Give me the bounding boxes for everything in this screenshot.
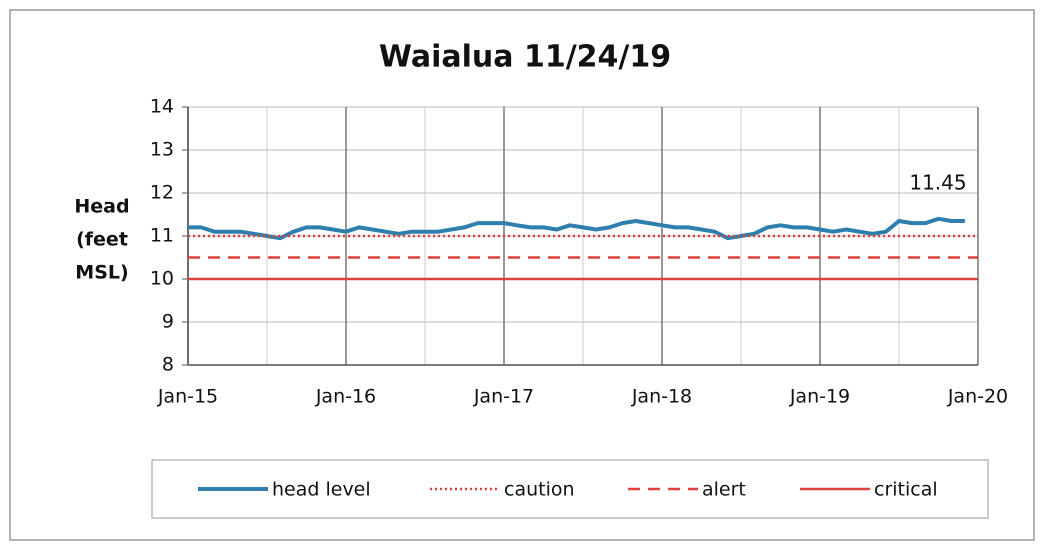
y-tick-label: 12 [150,182,174,204]
y-tick-label: 11 [150,225,174,247]
x-tick-label: Jan-15 [157,386,218,408]
x-tick-label: Jan-20 [947,386,1008,408]
y-tick-label: 9 [162,311,174,333]
y-tick-label: 14 [150,96,174,118]
y-tick-label: 8 [162,354,174,376]
series-line [188,216,965,241]
y-axis-label: MSL) [75,262,128,284]
annotation: 11.45 [909,171,966,195]
legend-label: head level [272,479,371,501]
x-tick-label: Jan-19 [789,386,850,408]
chart-frame [9,9,1035,541]
chart-title: Waialua 11/24/19 [379,40,671,75]
x-tick-label: Jan-18 [631,386,692,408]
y-tick-label: 10 [150,268,174,290]
y-axis-label: Head [74,196,129,218]
legend-label: caution [504,479,575,501]
legend-label: alert [702,479,746,501]
y-axis-label: (feet [76,229,128,251]
x-tick-label: Jan-17 [473,386,534,408]
legend-box [151,459,989,519]
legend-label: critical [874,479,938,501]
y-tick-label: 13 [150,139,174,161]
x-tick-label: Jan-16 [315,386,376,408]
